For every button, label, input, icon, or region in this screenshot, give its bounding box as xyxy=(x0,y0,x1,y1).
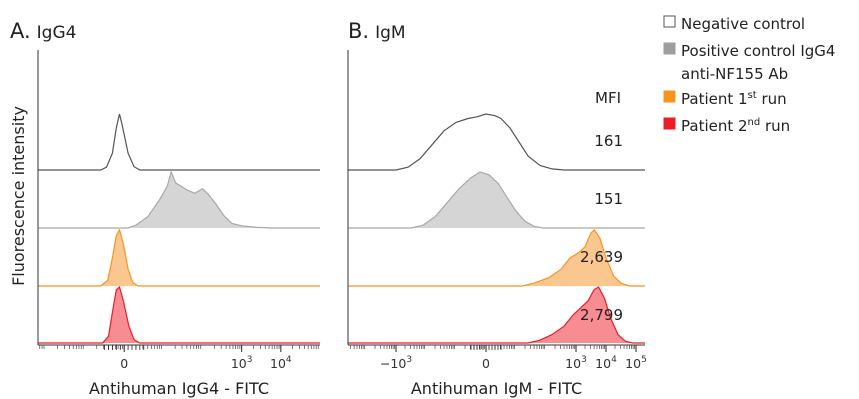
x-tick-label: 103 xyxy=(231,355,253,371)
legend-label-tail: run xyxy=(757,90,787,108)
legend: Negative control Positive control IgG4 ant… xyxy=(663,15,835,135)
histogram-fill-2 xyxy=(38,230,320,286)
panel-title: IgG4 xyxy=(37,23,77,43)
legend-swatch xyxy=(663,90,676,103)
histogram-line-3 xyxy=(348,286,645,344)
mfi-value: 2,799 xyxy=(580,306,623,324)
histogram-fill-2 xyxy=(348,230,645,286)
x-tick-base: 10 xyxy=(625,356,641,371)
x-tick-text: 0 xyxy=(120,356,128,371)
mfi-value: 2,639 xyxy=(580,248,623,266)
x-tick-base: 10 xyxy=(595,356,611,371)
mfi-header: MFI xyxy=(595,89,621,107)
legend-swatch xyxy=(663,15,676,28)
panel-title: IgM xyxy=(375,23,405,43)
legend-label-tail: run xyxy=(760,117,790,135)
x-tick-base: 10 xyxy=(270,356,286,371)
x-tick-exponent: 3 xyxy=(581,355,587,365)
mfi-value: 151 xyxy=(594,190,623,208)
x-tick-exponent: 3 xyxy=(247,355,253,365)
legend-label-main: Negative control xyxy=(681,15,805,33)
x-tick-base: 10 xyxy=(390,356,406,371)
y-axis-label: Fluorescence intensity xyxy=(9,106,28,286)
histogram-line-0 xyxy=(348,113,645,171)
histogram-fill-3 xyxy=(348,287,645,343)
legend-swatch xyxy=(663,117,676,130)
legend-label-sup: nd xyxy=(748,117,761,128)
x-tick-base: 10 xyxy=(565,356,581,371)
panel-letter: A. xyxy=(10,19,31,43)
histogram-line-2 xyxy=(348,229,645,287)
histogram-line-3 xyxy=(38,285,320,344)
legend-label-main: Patient 2 xyxy=(681,117,748,135)
histogram-line-1 xyxy=(38,170,320,229)
x-tick-label: 104 xyxy=(595,355,617,371)
x-tick-base: 10 xyxy=(231,356,247,371)
x-tick-label: 0 xyxy=(120,356,128,371)
mfi-value: 161 xyxy=(594,132,623,150)
legend-label-line2: anti-NF155 Ab xyxy=(681,65,788,83)
legend-label: Negative control xyxy=(681,15,805,33)
minor-ticks xyxy=(349,345,635,350)
histogram-line-1 xyxy=(348,171,645,229)
x-tick-exponent: 4 xyxy=(611,355,617,365)
histogram-fill-1 xyxy=(38,172,320,228)
x-tick-exponent: 3 xyxy=(406,355,412,365)
legend-label-main: Positive control IgG4 xyxy=(681,42,835,60)
legend-swatch xyxy=(663,42,676,55)
x-tick-label: 103 xyxy=(565,355,587,371)
legend-label-main: Patient 1 xyxy=(681,90,748,108)
legend-label: Patient 2nd run xyxy=(681,117,790,135)
legend-label: Patient 1st run xyxy=(681,90,787,108)
x-axis-title: Antihuman IgM - FITC xyxy=(411,379,582,398)
panel-letter: B. xyxy=(348,19,369,43)
x-tick-label: −103 xyxy=(380,355,412,371)
x-tick-label: 104 xyxy=(270,355,292,371)
x-tick-prefix: − xyxy=(380,356,390,371)
legend-label-sup: st xyxy=(748,90,757,101)
legend-label: Positive control IgG4 xyxy=(681,42,835,60)
histogram-fill-3 xyxy=(38,287,320,343)
x-tick-exponent: 4 xyxy=(286,355,292,365)
x-tick-label: 0 xyxy=(482,356,490,371)
minor-ticks xyxy=(39,345,319,350)
x-axis-title: Antihuman IgG4 - FITC xyxy=(89,379,269,398)
x-tick-text: 0 xyxy=(482,356,490,371)
histogram-line-2 xyxy=(38,228,320,287)
histogram-fill-1 xyxy=(348,172,645,228)
x-tick-exponent: 5 xyxy=(641,355,647,365)
histogram-line-0 xyxy=(38,113,320,171)
x-tick-label: 105 xyxy=(625,355,647,371)
